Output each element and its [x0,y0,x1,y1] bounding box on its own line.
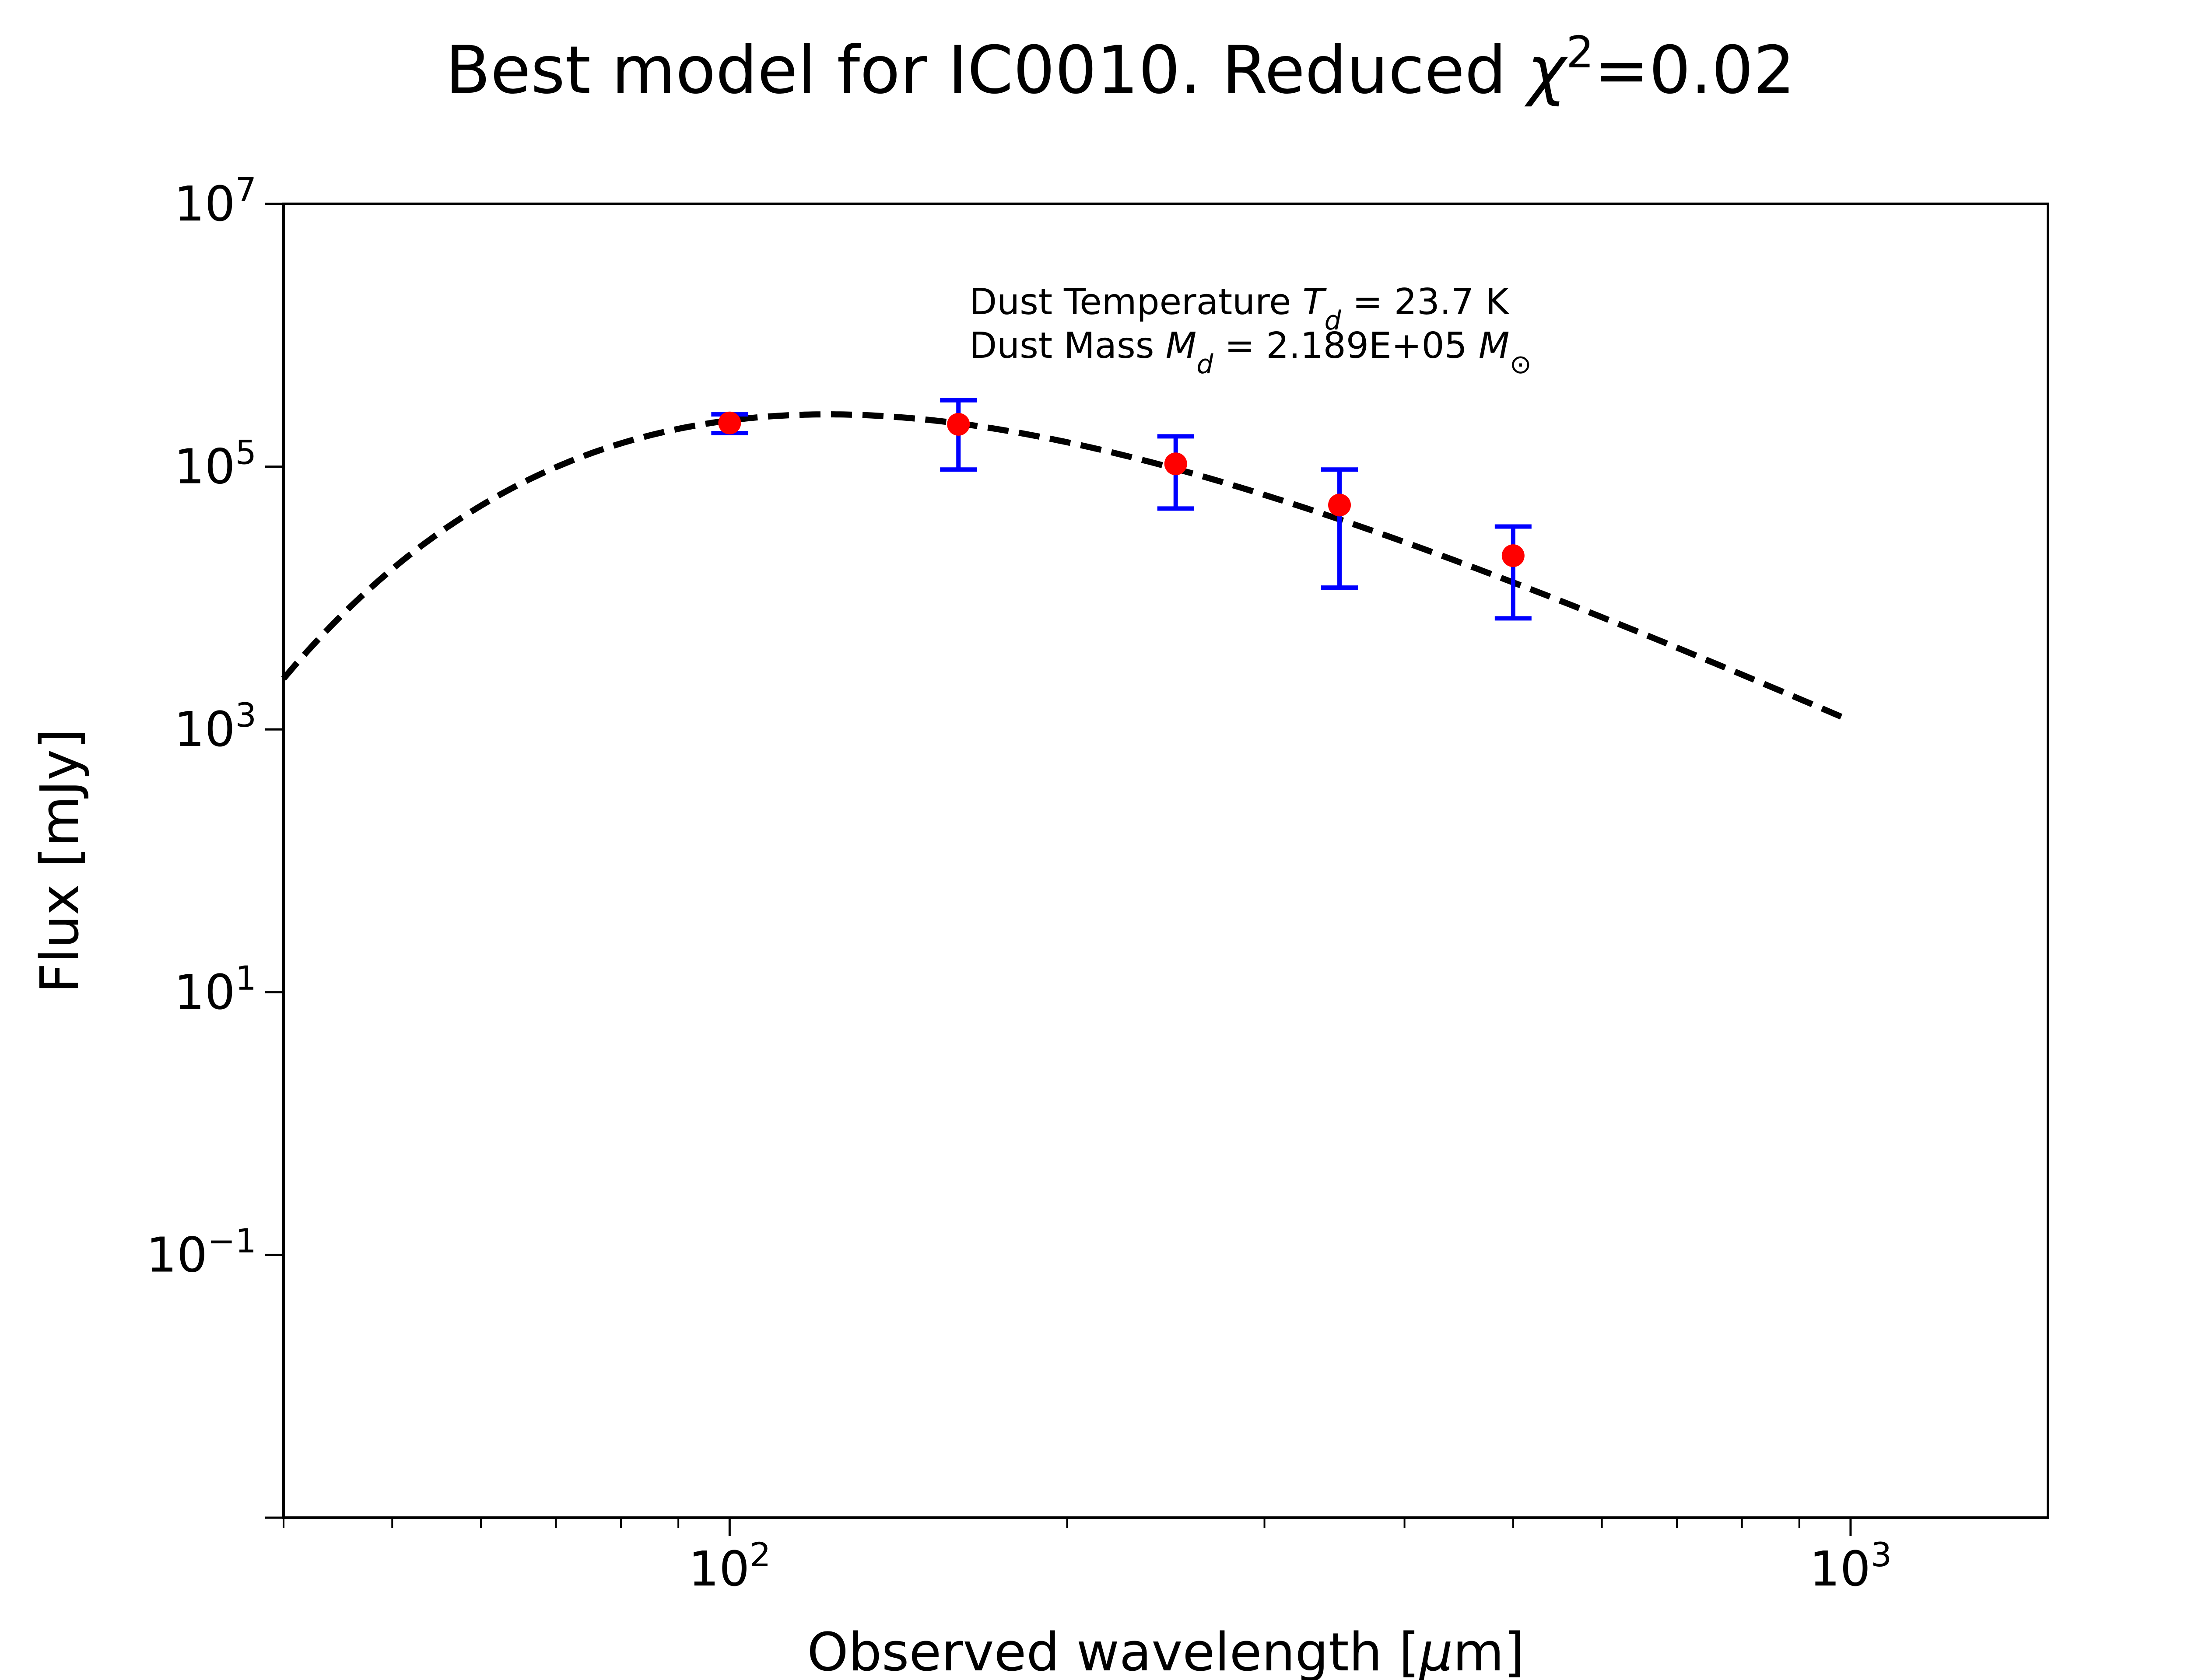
y-tick-label: 107 [174,170,256,232]
model-curve-layer [281,411,1852,724]
data-marker [1328,494,1351,517]
observed-point [1157,434,1194,511]
dust-temperature-annotation: Dust Temperature Td = 23.7 K [969,281,1510,336]
x-tick-label: 102 [688,1535,771,1597]
y-axis-ticks: 10−1 101 103 105 107 [146,170,284,1519]
x-tick-label: 103 [1809,1535,1892,1597]
observed-point [940,398,977,472]
y-axis-label: Flux [mJy] [30,729,91,994]
dust-mass-annotation: Dust Mass Md = 2.189E+05 M⊙ [969,325,1532,380]
observed-points-layer [711,398,1532,621]
data-marker [718,411,741,434]
model-sed-curve [281,411,1852,724]
y-tick-label: 105 [174,433,256,495]
data-marker [1164,452,1187,476]
observed-point [1494,524,1532,621]
plot-area [282,203,2049,1519]
chart-title: Best model for IC0010. Reduced χ2=0.02 [445,27,1795,109]
x-axis-ticks: 102 103 [283,1518,1892,1597]
x-axis-label: Observed wavelength [μm] [807,1622,1525,1680]
data-marker [1501,544,1525,567]
data-marker [947,413,970,436]
observed-point [711,411,748,435]
y-tick-label: 103 [174,696,256,758]
y-tick-label: 101 [174,958,256,1020]
y-tick-label: 10−1 [146,1221,256,1283]
observed-point [1321,467,1358,590]
